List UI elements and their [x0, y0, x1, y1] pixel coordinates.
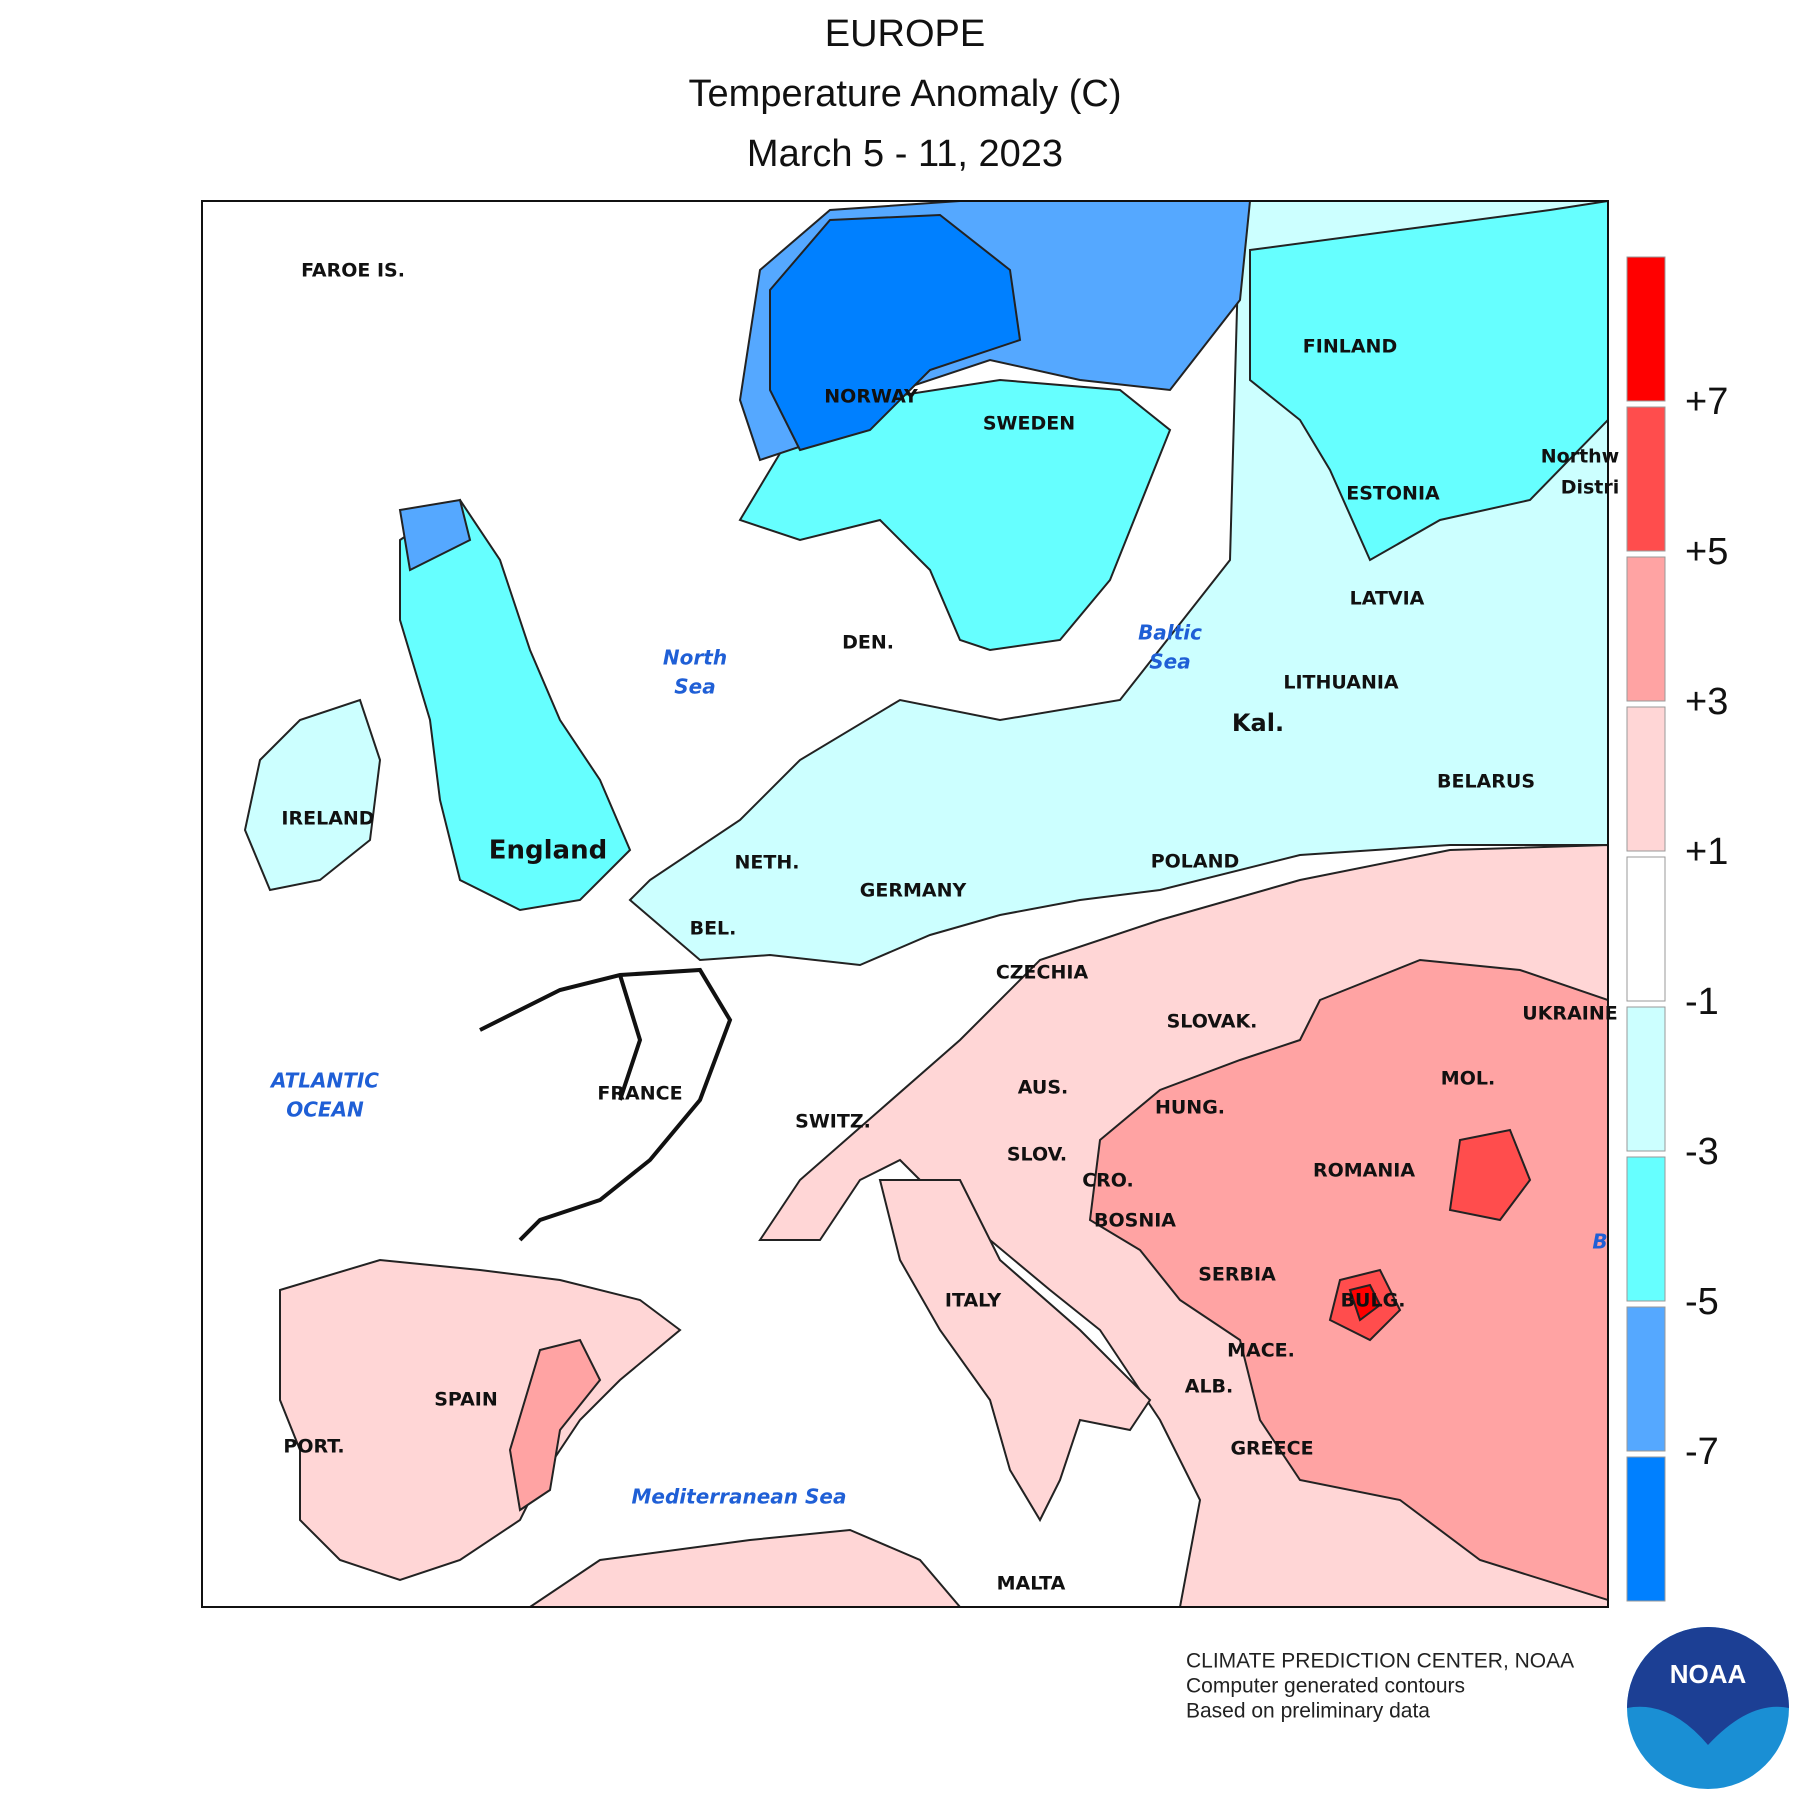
- place-label: AUS.: [1018, 1077, 1068, 1099]
- place-label: FINLAND: [1303, 336, 1397, 358]
- place-label: IRELAND: [281, 808, 374, 830]
- water-label: Baltic: [1138, 621, 1202, 645]
- anomaly-region: [878, 1179, 1152, 1523]
- map: [202, 201, 1608, 1607]
- logo-top: [1627, 1627, 1789, 1745]
- place-label: CRO.: [1082, 1170, 1134, 1192]
- legend-swatch: [1626, 706, 1666, 852]
- place-label: SPAIN: [434, 1389, 498, 1411]
- water-label: North: [663, 646, 727, 670]
- legend-swatch: [1626, 256, 1666, 402]
- place-label: SWEDEN: [983, 413, 1075, 435]
- legend-swatch: [1626, 406, 1666, 552]
- place-label: LITHUANIA: [1283, 672, 1399, 694]
- legend-label: -1: [1685, 981, 1719, 1023]
- place-label: NORWAY: [824, 386, 918, 408]
- anomaly-region: [528, 1528, 962, 1607]
- place-label: MOL.: [1441, 1068, 1495, 1090]
- place-label: PORT.: [283, 1436, 344, 1458]
- logo-text: NOAA: [1670, 1659, 1747, 1689]
- region-title: EUROPE: [825, 13, 985, 55]
- place-label: Northw: [1541, 446, 1620, 468]
- place-label: BEL.: [690, 918, 737, 940]
- legend-label: +3: [1685, 681, 1728, 723]
- legend-label: -5: [1685, 1281, 1719, 1323]
- place-label: DEN.: [842, 632, 894, 654]
- place-label: NETH.: [735, 852, 800, 874]
- place-label: GREECE: [1230, 1438, 1313, 1460]
- anomaly-region: [243, 698, 382, 892]
- place-label: UKRAINE: [1522, 1003, 1617, 1025]
- noaa-logo: NOAA: [1627, 1627, 1789, 1789]
- water-label: Sea: [1149, 650, 1190, 674]
- legend-swatch: [1626, 1006, 1666, 1152]
- legend-label: +5: [1685, 531, 1728, 573]
- place-label: CZECHIA: [996, 962, 1089, 984]
- place-label: HUNG.: [1155, 1097, 1225, 1119]
- place-label: BOSNIA: [1094, 1210, 1176, 1232]
- place-label: SERBIA: [1198, 1264, 1276, 1286]
- place-label: BULG.: [1341, 1290, 1406, 1312]
- place-label: SLOV.: [1007, 1144, 1067, 1166]
- chart-title: Temperature Anomaly (C): [689, 73, 1122, 115]
- period: March 5 - 11, 2023: [747, 133, 1063, 175]
- place-label: BELARUS: [1437, 771, 1535, 793]
- legend-swatch: [1626, 1156, 1666, 1302]
- place-label: England: [489, 836, 607, 866]
- legend-swatch: [1626, 1306, 1666, 1452]
- place-label: FRANCE: [597, 1083, 682, 1105]
- place-label: GERMANY: [860, 880, 967, 902]
- legend-label: +7: [1685, 381, 1728, 423]
- anomaly-region: [769, 213, 1022, 452]
- legend-swatch: [1626, 556, 1666, 702]
- water-label: ATLANTIC: [269, 1069, 379, 1093]
- map-frame: [201, 200, 1609, 1608]
- place-label: ROMANIA: [1313, 1160, 1415, 1182]
- legend-swatch: [1626, 1456, 1666, 1602]
- place-label: MALTA: [997, 1573, 1066, 1595]
- place-label: LATVIA: [1350, 588, 1425, 610]
- place-label: SWITZ.: [795, 1111, 871, 1133]
- water-label: Mediterranean Sea: [632, 1485, 847, 1509]
- water-label: Sea: [674, 675, 715, 699]
- credit: CLIMATE PREDICTION CENTER, NOAA: [1186, 1650, 1574, 1673]
- place-label: POLAND: [1151, 851, 1240, 873]
- anomaly-region: [398, 498, 472, 572]
- place-label: Kal.: [1232, 709, 1284, 737]
- place-label: FAROE IS.: [301, 260, 405, 282]
- legend-label: -3: [1685, 1131, 1719, 1173]
- anomaly-region: [1249, 201, 1608, 562]
- place-label: ITALY: [945, 1290, 1001, 1312]
- legend-label: +1: [1685, 831, 1728, 873]
- place-label: Distri: [1561, 477, 1620, 499]
- credit: Computer generated contours: [1186, 1675, 1465, 1698]
- credit: Based on preliminary data: [1186, 1700, 1430, 1723]
- anomaly-region: [1448, 1128, 1532, 1222]
- place-label: ALB.: [1185, 1376, 1234, 1398]
- anomaly-region: [399, 498, 632, 912]
- anomaly-region: [1348, 1283, 1382, 1322]
- place-label: SLOVAK.: [1167, 1011, 1258, 1033]
- anomaly-region: [508, 1338, 602, 1512]
- zero-contour: [479, 967, 733, 1242]
- legend-swatch: [1626, 856, 1666, 1002]
- place-label: MACE.: [1227, 1340, 1295, 1362]
- place-label: ESTONIA: [1346, 483, 1440, 505]
- legend-label: -7: [1685, 1431, 1719, 1473]
- water-label: B: [1592, 1230, 1607, 1254]
- water-label: OCEAN: [286, 1098, 364, 1122]
